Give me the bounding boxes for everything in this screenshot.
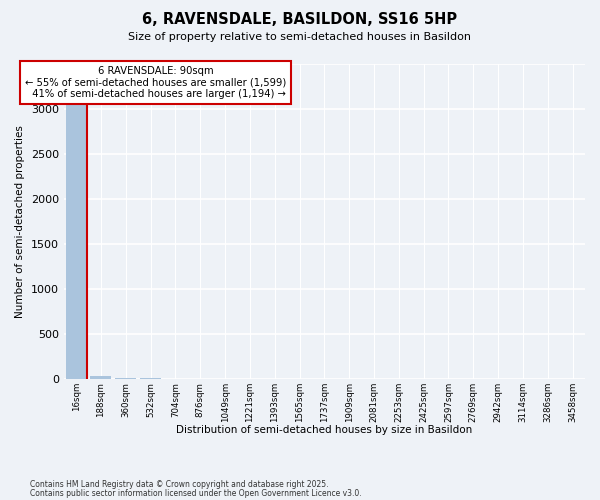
Bar xyxy=(65,86,86,379)
Y-axis label: Number of semi-detached properties: Number of semi-detached properties xyxy=(15,125,25,318)
Bar xyxy=(91,376,112,379)
Bar xyxy=(115,378,136,379)
Text: Contains HM Land Registry data © Crown copyright and database right 2025.: Contains HM Land Registry data © Crown c… xyxy=(30,480,329,489)
X-axis label: Distribution of semi-detached houses by size in Basildon: Distribution of semi-detached houses by … xyxy=(176,425,472,435)
Text: 6 RAVENSDALE: 90sqm
← 55% of semi-detached houses are smaller (1,599)
  41% of s: 6 RAVENSDALE: 90sqm ← 55% of semi-detach… xyxy=(25,66,286,99)
Bar xyxy=(140,378,161,379)
Text: Contains public sector information licensed under the Open Government Licence v3: Contains public sector information licen… xyxy=(30,488,362,498)
Text: Size of property relative to semi-detached houses in Basildon: Size of property relative to semi-detach… xyxy=(128,32,472,42)
Text: 6, RAVENSDALE, BASILDON, SS16 5HP: 6, RAVENSDALE, BASILDON, SS16 5HP xyxy=(142,12,458,28)
